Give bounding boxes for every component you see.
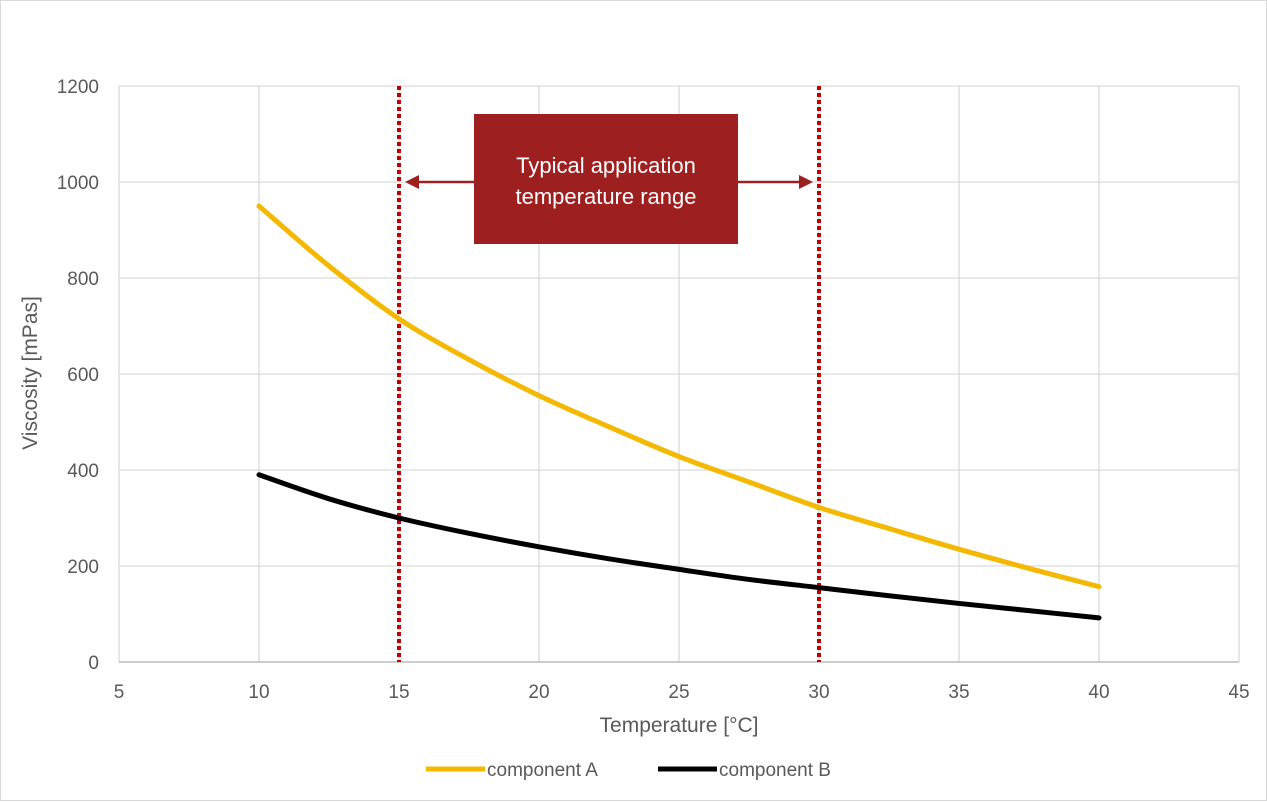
- annotation-line-1: Typical application: [516, 153, 696, 178]
- arrowhead-left: [405, 175, 419, 189]
- x-tick-label: 15: [388, 682, 409, 703]
- reference-lines: [397, 86, 821, 662]
- x-tick-labels: 5 10 15 20 25 30 35 40 45: [114, 682, 1250, 703]
- x-axis-title: Temperature [°C]: [600, 714, 759, 737]
- annotation-line-2: temperature range: [516, 184, 697, 209]
- y-tick-label: 0: [88, 653, 99, 674]
- legend-label-component-a: component A: [487, 760, 598, 781]
- y-tick-labels: 0 200 400 600 800 1000 1200: [57, 77, 99, 674]
- series-line-component-b: [256, 472, 1102, 621]
- x-tick-label: 20: [528, 682, 549, 703]
- arrowhead-right: [799, 175, 813, 189]
- x-tick-label: 30: [808, 682, 829, 703]
- y-tick-label: 600: [67, 365, 99, 386]
- legend-label-component-b: component B: [719, 760, 831, 781]
- series-lines: [256, 203, 1102, 621]
- x-tick-label: 10: [248, 682, 269, 703]
- x-tick-label: 40: [1088, 682, 1109, 703]
- y-tick-label: 1200: [57, 77, 99, 98]
- x-tick-label: 25: [668, 682, 689, 703]
- y-axis-title: Viscosity [mPas]: [19, 296, 42, 450]
- y-tick-label: 400: [67, 461, 99, 482]
- annotation-box: [474, 114, 738, 244]
- x-tick-label: 35: [948, 682, 969, 703]
- y-tick-label: 200: [67, 557, 99, 578]
- y-tick-label: 1000: [57, 173, 99, 194]
- y-tick-label: 800: [67, 269, 99, 290]
- series-line-component-a: [256, 203, 1102, 590]
- x-tick-label: 5: [114, 682, 125, 703]
- legend: component A component B: [426, 760, 831, 781]
- x-tick-label: 45: [1228, 682, 1249, 703]
- annotation: Typical application temperature range: [405, 114, 813, 244]
